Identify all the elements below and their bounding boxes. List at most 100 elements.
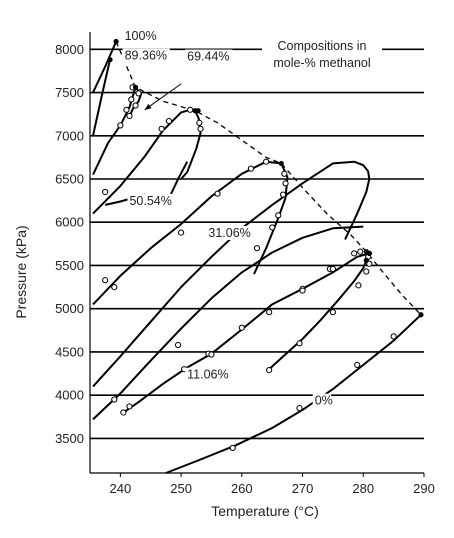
- pointer-arrow-line: [144, 83, 182, 111]
- x-tick-label: 240: [110, 481, 132, 496]
- series-label-bg: [185, 49, 233, 64]
- data-point: [158, 125, 165, 132]
- data-point: [351, 250, 358, 257]
- data-point: [238, 324, 245, 331]
- data-point: [126, 112, 133, 119]
- data-point: [357, 248, 364, 255]
- data-point: [269, 224, 276, 231]
- y-tick-label: 5000: [55, 301, 84, 316]
- series-label: 69.44%: [187, 50, 229, 64]
- y-tick-label: 4500: [55, 344, 84, 359]
- y-tick-label: 7000: [55, 128, 84, 143]
- data-point: [126, 403, 133, 410]
- data-point: [266, 367, 273, 374]
- series-label: 0%: [315, 394, 333, 408]
- data-point: [354, 361, 361, 369]
- series-line-7: [92, 225, 364, 421]
- critical-point: [418, 312, 424, 318]
- y-tick-label: 5500: [55, 258, 84, 273]
- legend-line-2: mole-% methanol: [273, 56, 370, 70]
- data-point: [132, 102, 139, 109]
- y-tick-label: 6000: [55, 215, 84, 230]
- series-line-1: [92, 59, 111, 137]
- x-tick-label: 250: [170, 481, 192, 496]
- legend-line-1: Compositions in: [278, 39, 367, 53]
- series-label: 31.06%: [208, 226, 250, 240]
- series-line-6: [92, 160, 371, 388]
- data-point: [102, 188, 109, 196]
- series-line-9: [268, 259, 368, 370]
- data-point: [366, 260, 373, 267]
- critical-point: [113, 38, 119, 45]
- data-point: [247, 165, 255, 172]
- data-point: [117, 122, 124, 129]
- series-line-10: [165, 314, 422, 474]
- series-label-bg: [122, 28, 156, 43]
- data-point: [266, 309, 273, 316]
- data-point: [355, 282, 362, 289]
- data-point: [296, 340, 303, 347]
- data-point: [196, 119, 203, 126]
- series-line-0: [92, 41, 118, 93]
- data-point: [299, 287, 306, 294]
- legend-box-bg: [262, 34, 382, 72]
- data-point: [208, 351, 215, 358]
- data-point: [229, 444, 236, 452]
- critical-point: [278, 160, 284, 167]
- data-point: [275, 212, 282, 219]
- series-label: 11.06%: [187, 368, 228, 382]
- critical-point: [132, 84, 139, 90]
- series-label-bg: [206, 225, 254, 240]
- data-point: [263, 158, 270, 165]
- axes: 3500 4000 4500 5000 5500 6000 6500 7000 7500 8000…: [55, 32, 435, 496]
- data-point: [111, 283, 118, 291]
- series-label-bg: [127, 193, 175, 208]
- x-axis-title: Temperature (°C): [211, 503, 319, 519]
- x-tick-label: 270: [292, 481, 314, 496]
- data-point: [329, 265, 337, 273]
- data-point: [197, 125, 204, 132]
- data-point: [102, 277, 109, 284]
- critical-point: [366, 250, 372, 256]
- data-point: [281, 170, 288, 177]
- x-tick-label: 260: [231, 481, 253, 496]
- critical-point: [363, 257, 369, 263]
- data-point: [123, 106, 130, 113]
- x-tick-label: 290: [413, 481, 435, 496]
- data-point: [390, 333, 397, 340]
- y-tick-label: 3500: [55, 431, 84, 446]
- y-tick-label: 7500: [55, 85, 84, 100]
- y-axis-title: Pressure (kPa): [13, 225, 29, 318]
- pointer-arrow-head: [144, 103, 152, 110]
- data-point: [187, 106, 194, 113]
- data-markers: [102, 38, 424, 452]
- y-tick-label: 6500: [55, 172, 84, 187]
- series-label: 89.36%: [125, 49, 167, 63]
- x-tick-label: 280: [352, 481, 374, 496]
- data-point: [282, 180, 289, 187]
- data-point: [128, 96, 135, 103]
- data-point: [174, 341, 182, 349]
- series-label: 100%: [125, 29, 157, 43]
- critical-point: [107, 57, 113, 63]
- series-label-bg: [312, 393, 332, 408]
- data-point: [165, 117, 173, 125]
- data-point: [280, 191, 287, 198]
- gridlines: [90, 48, 424, 440]
- phase-envelopes: [92, 41, 422, 474]
- data-point: [363, 268, 370, 275]
- critical-locus-line: [115, 41, 422, 316]
- data-point: [214, 190, 221, 197]
- series-label-bg: [185, 367, 233, 382]
- curve-labels: 100% 89.36% 69.44% 50.54% 31.06% 11.06% 0%: [122, 28, 333, 408]
- data-point: [111, 396, 118, 403]
- critical-locus: [115, 41, 422, 316]
- data-point: [177, 229, 185, 236]
- data-point: [296, 405, 303, 412]
- series-label-bg: [122, 48, 170, 63]
- y-tick-label: 8000: [55, 42, 84, 57]
- data-point: [120, 409, 127, 416]
- data-point: [135, 90, 142, 97]
- data-point: [329, 309, 337, 316]
